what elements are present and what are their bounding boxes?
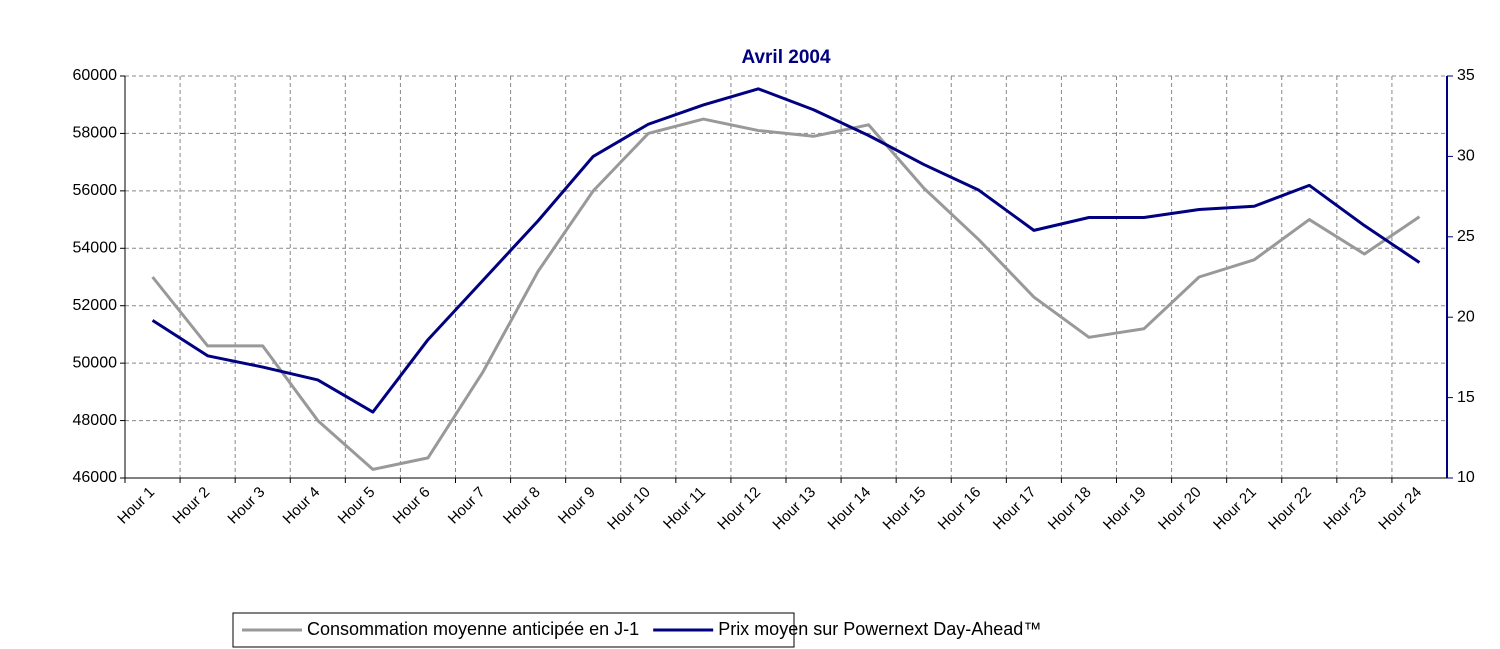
x-tick-label: Hour 9 [555, 484, 599, 528]
y2-tick-label: 10 [1457, 469, 1475, 486]
x-tick-label: Hour 19 [1100, 484, 1150, 534]
x-tick-label: Hour 8 [500, 484, 544, 528]
series-line [151, 87, 1421, 414]
x-tick-label: Hour 1 [114, 484, 158, 528]
x-tick-label: Hour 4 [280, 484, 324, 528]
x-tick-label: Hour 17 [990, 484, 1040, 534]
x-tick-label: Hour 18 [1045, 484, 1095, 534]
y-tick-label: 60000 [73, 67, 118, 84]
x-tick-label: Hour 13 [769, 484, 819, 534]
y2-tick-label: 35 [1457, 67, 1475, 84]
x-tick-label: Hour 5 [335, 484, 379, 528]
x-tick-label: Hour 12 [714, 484, 764, 534]
x-tick-label: Hour 16 [935, 484, 985, 534]
y2-tick-label: 25 [1457, 228, 1475, 245]
x-tick-label: Hour 24 [1375, 484, 1425, 534]
y-tick-label: 46000 [73, 469, 118, 486]
x-tick-label: Hour 14 [824, 484, 874, 534]
x-tick-label: Hour 6 [390, 484, 434, 528]
y-tick-label: 48000 [73, 412, 118, 429]
y2-tick-label: 20 [1457, 308, 1475, 325]
x-tick-label: Hour 10 [604, 484, 654, 534]
x-tick-label: Hour 11 [660, 484, 709, 533]
x-tick-label: Hour 22 [1265, 484, 1315, 534]
legend-label: Consommation moyenne anticipée en J-1 [307, 619, 639, 639]
y-tick-label: 56000 [73, 182, 118, 199]
x-tick-label: Hour 3 [224, 484, 268, 528]
y-tick-label: 52000 [73, 297, 118, 314]
y-tick-label: 50000 [73, 354, 118, 371]
x-tick-label: Hour 7 [445, 484, 489, 528]
x-tick-label: Hour 20 [1155, 484, 1205, 534]
x-tick-label: Hour 2 [169, 484, 213, 528]
x-tick-label: Hour 21 [1210, 484, 1260, 534]
legend-label: Prix moyen sur Powernext Day-Ahead™ [718, 619, 1041, 639]
y2-tick-label: 15 [1457, 389, 1475, 406]
chart-title: Avril 2004 [741, 47, 831, 68]
x-tick-label: Hour 23 [1320, 484, 1370, 534]
x-tick-label: Hour 15 [880, 484, 930, 534]
series-line [151, 117, 1421, 471]
y-tick-label: 58000 [73, 125, 118, 142]
y-tick-label: 54000 [73, 240, 118, 257]
y2-tick-label: 30 [1457, 148, 1475, 165]
